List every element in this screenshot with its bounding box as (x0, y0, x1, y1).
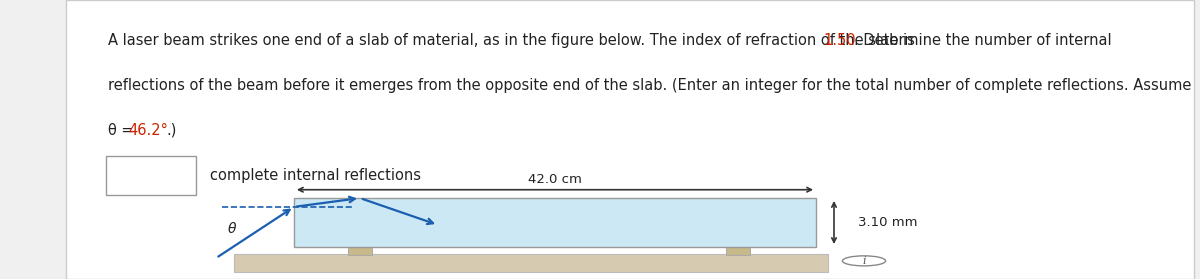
Bar (294, 198, 816, 247)
Text: complete internal reflections: complete internal reflections (210, 168, 421, 183)
Bar (234, 254, 828, 272)
Text: 3.10 mm: 3.10 mm (858, 216, 918, 229)
Text: 46.2°: 46.2° (128, 123, 168, 138)
Text: i: i (863, 256, 865, 266)
Text: θ: θ (228, 222, 236, 236)
Text: .): .) (167, 123, 178, 138)
Circle shape (842, 256, 886, 266)
Text: . Determine the number of internal: . Determine the number of internal (854, 33, 1112, 49)
Text: A laser beam strikes one end of a slab of material, as in the figure below. The : A laser beam strikes one end of a slab o… (108, 33, 919, 49)
Text: 1.50: 1.50 (823, 33, 856, 49)
Text: reflections of the beam before it emerges from the opposite end of the slab. (En: reflections of the beam before it emerge… (108, 78, 1192, 93)
Text: 42.0 cm: 42.0 cm (528, 172, 582, 186)
Text: θ =: θ = (108, 123, 138, 138)
Bar (348, 237, 372, 255)
Bar (106, 156, 196, 195)
Bar (726, 237, 750, 255)
